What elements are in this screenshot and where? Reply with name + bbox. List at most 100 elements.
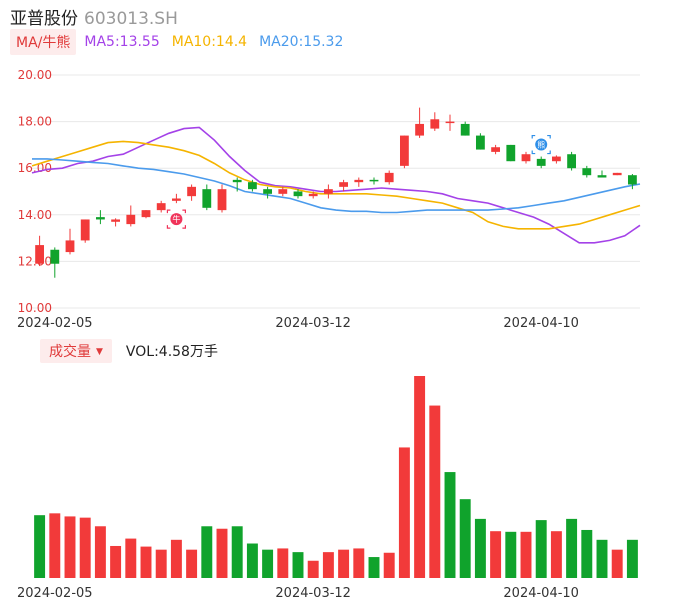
candle-body	[582, 168, 592, 176]
volume-bar	[246, 543, 258, 578]
volume-bar	[64, 516, 76, 578]
candle-body	[445, 121, 455, 124]
volume-bar	[611, 549, 623, 578]
volume-bar	[262, 549, 274, 578]
y-tick-label: 14.00	[18, 208, 52, 222]
candle-body	[247, 182, 257, 190]
candle-body	[171, 198, 181, 201]
candle-body	[536, 158, 546, 166]
stock-code: 603013.SH	[84, 9, 178, 29]
candle-body	[35, 245, 45, 264]
volume-bar	[566, 518, 578, 578]
candle-body	[126, 214, 136, 225]
candle-body	[293, 191, 303, 197]
volume-bar	[125, 538, 137, 578]
ma-indicator-selector[interactable]: MA/牛熊	[10, 29, 77, 55]
candle-body	[187, 186, 197, 197]
candle-body	[612, 172, 622, 176]
candle-body	[506, 144, 516, 162]
volume-bar	[398, 447, 410, 578]
ma20-line	[32, 158, 641, 214]
volume-bar	[216, 528, 228, 578]
volume-bar	[277, 548, 289, 578]
volume-bar	[186, 549, 198, 578]
bull-marker-label: 牛	[172, 214, 180, 224]
candle-body	[521, 154, 531, 162]
candle-body	[111, 219, 121, 222]
candle-body	[399, 135, 409, 166]
volume-bar	[231, 526, 243, 578]
ma5-line	[31, 126, 641, 244]
y-tick-label: 12.00	[18, 254, 52, 268]
volume-bar	[596, 539, 608, 578]
candle-body	[430, 119, 440, 129]
x-tick-label: 2024-02-05	[17, 316, 93, 331]
ma-legend: MA/牛熊 MA5:13.55 MA10:14.4 MA20:15.32	[10, 29, 355, 55]
candle-body	[202, 189, 212, 208]
volume-x-tick-label: 2024-04-10	[503, 586, 579, 601]
candle-body	[95, 217, 105, 220]
volume-bar	[110, 545, 122, 578]
candle-body	[80, 219, 90, 241]
volume-bar	[626, 539, 638, 578]
volume-x-tick-label: 2024-02-05	[17, 586, 93, 601]
bull-icon	[170, 213, 183, 226]
volume-bar	[170, 539, 182, 578]
bear-marker-bracket	[531, 134, 551, 155]
volume-bar	[383, 552, 395, 578]
candle-body	[217, 189, 227, 211]
volume-bar	[444, 472, 456, 578]
volume-bar	[94, 526, 106, 578]
candle-body	[415, 123, 425, 136]
volume-bar	[79, 517, 91, 578]
candle-body	[263, 189, 273, 194]
candle-body	[475, 135, 485, 150]
candle-body	[141, 210, 151, 218]
volume-bar	[505, 531, 517, 578]
ma10-legend: MA10:14.4	[171, 34, 248, 50]
volume-bar	[474, 518, 486, 578]
volume-bar	[322, 552, 334, 578]
candle-body	[460, 123, 470, 136]
ma10-line	[31, 140, 641, 230]
y-tick-label: 20.00	[18, 68, 52, 82]
candle-body	[278, 189, 288, 194]
volume-bar	[292, 552, 304, 578]
x-tick-label: 2024-03-12	[275, 316, 351, 331]
volume-bar	[550, 531, 562, 578]
candle-body	[369, 179, 379, 182]
volume-tag-label: 成交量	[49, 344, 91, 360]
caret-down-icon: ▼	[96, 347, 103, 357]
volume-bar	[155, 549, 167, 578]
volume-bar	[414, 376, 426, 578]
ma5-legend: MA5:13.55	[84, 34, 160, 50]
bear-icon	[535, 138, 548, 151]
candle-body	[339, 182, 349, 187]
candle-body	[551, 156, 561, 162]
candle-body	[65, 240, 75, 253]
volume-bar	[429, 405, 441, 578]
volume-bar	[140, 546, 152, 578]
volume-bar	[49, 513, 61, 578]
candle-body	[156, 203, 166, 211]
x-tick-label: 2024-04-10	[503, 316, 579, 331]
volume-bar	[490, 531, 502, 578]
volume-indicator-selector[interactable]: 成交量 ▼	[40, 339, 112, 363]
y-tick-label: 18.00	[18, 115, 52, 129]
candle-body	[50, 249, 60, 264]
volume-bar	[368, 557, 380, 578]
stock-title: 亚普股份 603013.SH	[10, 4, 178, 29]
candle-body	[491, 147, 501, 152]
candle-body	[567, 154, 577, 169]
bear-marker-label: 熊	[537, 140, 545, 150]
stock-name: 亚普股份	[10, 9, 78, 29]
candle-body	[308, 193, 318, 197]
candle-body	[597, 175, 607, 178]
candle-body	[627, 175, 637, 185]
ma20-legend: MA20:15.32	[259, 34, 344, 50]
volume-value: VOL:4.58万手	[125, 344, 218, 360]
volume-x-tick-label: 2024-03-12	[275, 586, 351, 601]
volume-bar	[459, 499, 471, 578]
candle-body	[323, 189, 333, 194]
